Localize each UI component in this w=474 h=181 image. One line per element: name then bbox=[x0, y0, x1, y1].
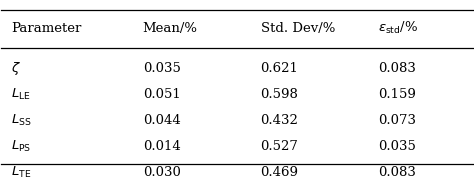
Text: 0.598: 0.598 bbox=[261, 88, 299, 101]
Text: 0.527: 0.527 bbox=[261, 140, 299, 153]
Text: 0.159: 0.159 bbox=[378, 88, 416, 101]
Text: Parameter: Parameter bbox=[11, 22, 81, 35]
Text: 0.432: 0.432 bbox=[261, 114, 299, 127]
Text: $\zeta$: $\zeta$ bbox=[11, 60, 21, 77]
Text: 0.621: 0.621 bbox=[261, 62, 299, 75]
Text: 0.051: 0.051 bbox=[143, 88, 181, 101]
Text: Mean/%: Mean/% bbox=[143, 22, 198, 35]
Text: 0.469: 0.469 bbox=[261, 166, 299, 179]
Text: 0.083: 0.083 bbox=[378, 62, 416, 75]
Text: Std. Dev/%: Std. Dev/% bbox=[261, 22, 335, 35]
Text: $L_{\mathrm{PS}}$: $L_{\mathrm{PS}}$ bbox=[11, 139, 31, 154]
Text: 0.030: 0.030 bbox=[143, 166, 181, 179]
Text: $\varepsilon_{\mathrm{std}}$/%: $\varepsilon_{\mathrm{std}}$/% bbox=[378, 20, 419, 36]
Text: $L_{\mathrm{LE}}$: $L_{\mathrm{LE}}$ bbox=[11, 87, 30, 102]
Text: 0.083: 0.083 bbox=[378, 166, 416, 179]
Text: 0.014: 0.014 bbox=[143, 140, 181, 153]
Text: 0.035: 0.035 bbox=[378, 140, 416, 153]
Text: 0.044: 0.044 bbox=[143, 114, 181, 127]
Text: 0.035: 0.035 bbox=[143, 62, 181, 75]
Text: $L_{\mathrm{SS}}$: $L_{\mathrm{SS}}$ bbox=[11, 113, 31, 128]
Text: 0.073: 0.073 bbox=[378, 114, 416, 127]
Text: $L_{\mathrm{TE}}$: $L_{\mathrm{TE}}$ bbox=[11, 165, 31, 180]
